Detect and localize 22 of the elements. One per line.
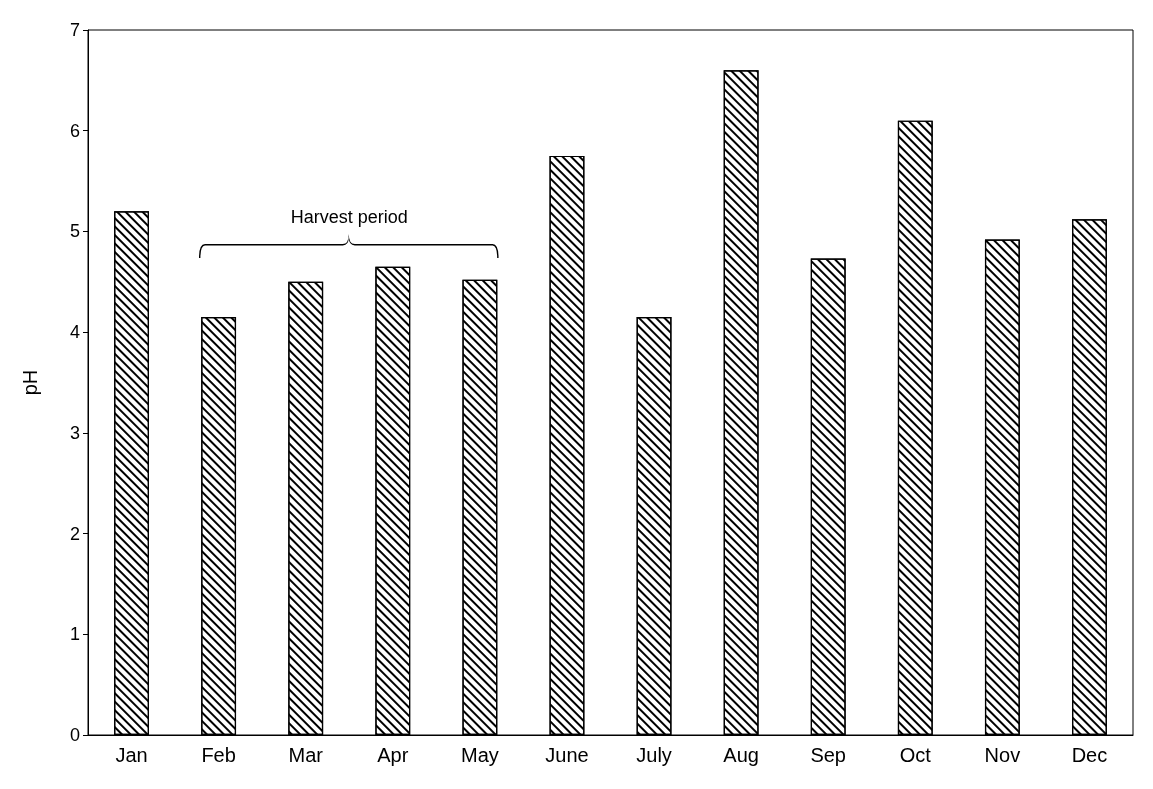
x-tick-label: Oct xyxy=(899,744,932,766)
y-tick-label: 4 xyxy=(69,322,80,343)
y-tick-label: 1 xyxy=(69,624,80,645)
x-tick-label: Nov xyxy=(984,744,1021,766)
y-tick-label: 7 xyxy=(69,20,80,40)
x-tick-label: July xyxy=(636,744,672,766)
x-tick-label: Mar xyxy=(288,744,324,766)
x-tick-label: Apr xyxy=(377,744,409,766)
x-tick-label: June xyxy=(545,744,589,766)
y-tick-label: 3 xyxy=(69,422,80,443)
x-tick-label: Sep xyxy=(810,744,847,766)
y-tick-label: 2 xyxy=(69,523,80,544)
annotation: Harvest period xyxy=(290,207,408,227)
y-tick-label: 6 xyxy=(69,120,80,141)
x-tick-label: Dec xyxy=(1071,744,1108,766)
x-tick-label: May xyxy=(460,744,499,766)
y-tick-label: 5 xyxy=(69,221,80,242)
x-tick-label: Feb xyxy=(201,744,236,766)
y-tick-label: 0 xyxy=(69,725,80,745)
x-tick-label: Jan xyxy=(115,744,148,766)
x-tick-label: Aug xyxy=(723,744,759,766)
y-axis-title: pH xyxy=(19,369,41,396)
